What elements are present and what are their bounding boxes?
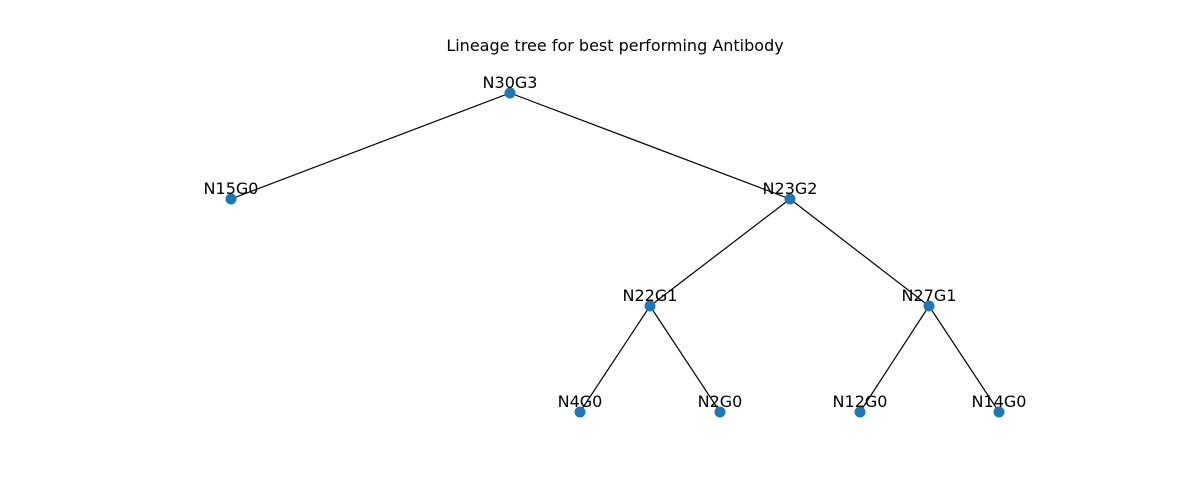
- node-n12g0: [854, 406, 866, 418]
- edge-n30g3-n23g2: [509, 92, 791, 200]
- node-n22g1: [644, 300, 656, 312]
- node-label-n27g1: N27G1: [902, 286, 957, 305]
- edge-n22g1-n2g0: [649, 305, 721, 413]
- node-label-n12g0: N12G0: [833, 392, 888, 411]
- edge-n27g1-n12g0: [859, 305, 930, 413]
- edge-n27g1-n14g0: [928, 305, 1000, 413]
- diagram-title: Lineage tree for best performing Antibod…: [446, 36, 784, 55]
- node-n27g1: [923, 300, 935, 312]
- node-label-n2g0: N2G0: [698, 392, 743, 411]
- edge-n22g1-n4g0: [579, 305, 651, 413]
- node-label-n15g0: N15G0: [204, 179, 259, 198]
- node-n2g0: [714, 406, 726, 418]
- node-n30g3: [504, 87, 516, 99]
- node-label-n22g1: N22G1: [623, 286, 678, 305]
- edge-n30g3-n15g0: [230, 92, 511, 200]
- node-label-n30g3: N30G3: [483, 73, 538, 92]
- node-label-n14g0: N14G0: [972, 392, 1027, 411]
- edge-n23g2-n27g1: [789, 198, 930, 307]
- labels-layer: N30G3 N15G0 N23G2 N22G1 N27G1 N4G0 N2G0 N12G0 N1…: [204, 73, 1027, 411]
- node-n15g0: [225, 193, 237, 205]
- node-label-n23g2: N23G2: [763, 179, 818, 198]
- node-label-n4g0: N4G0: [558, 392, 603, 411]
- node-n14g0: [993, 406, 1005, 418]
- node-n23g2: [784, 193, 796, 205]
- node-n4g0: [574, 406, 586, 418]
- nodes-layer: [225, 87, 1005, 418]
- edge-n23g2-n22g1: [649, 198, 791, 307]
- edges-layer: [230, 92, 1000, 413]
